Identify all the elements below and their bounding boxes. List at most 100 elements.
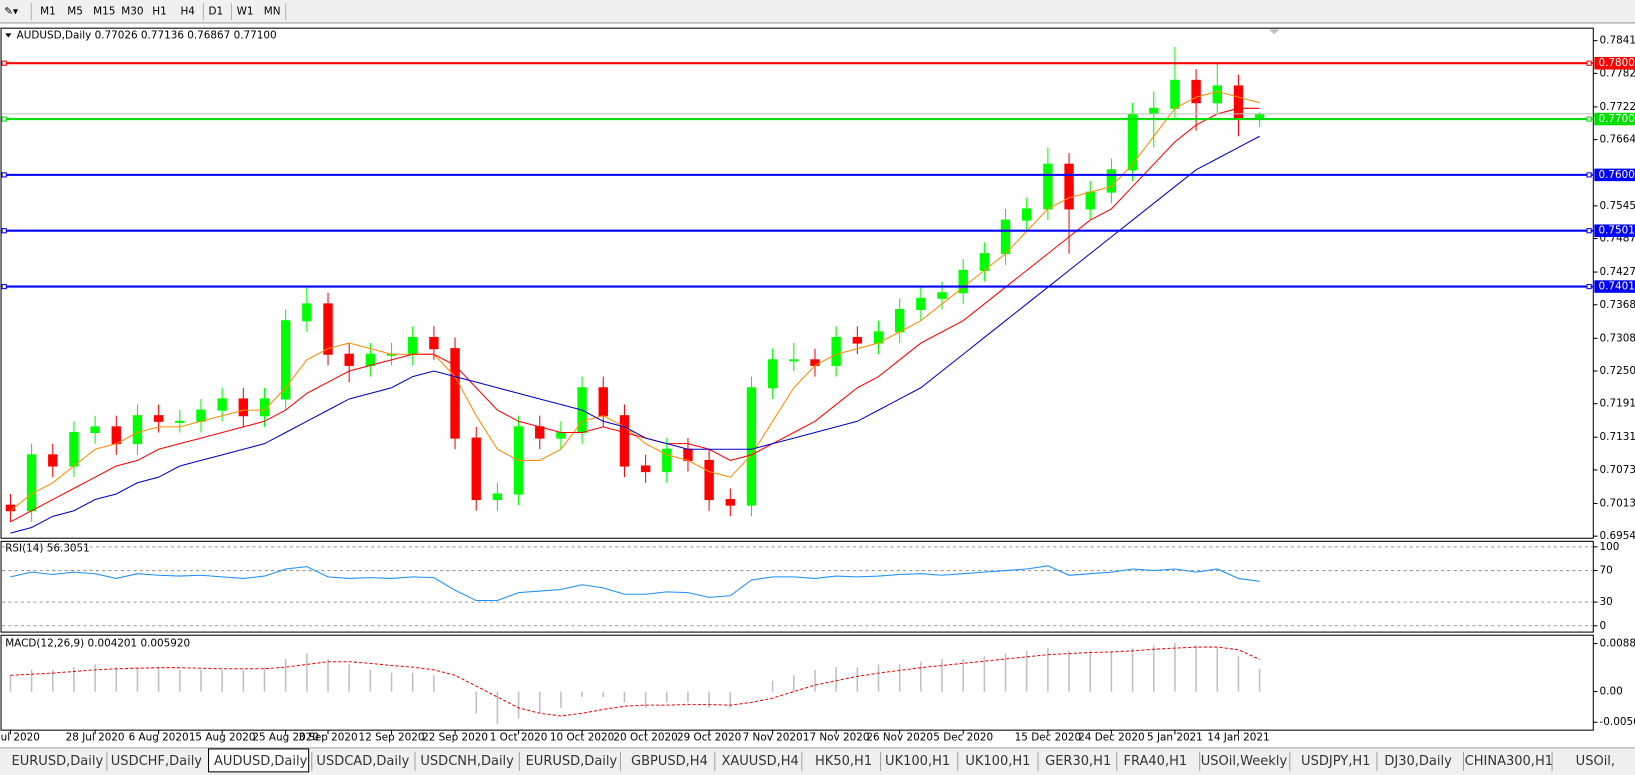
- tab[interactable]: USOil,: [1576, 754, 1615, 769]
- timeframe-button[interactable]: M1: [40, 5, 56, 17]
- timeframe-button[interactable]: H1: [152, 5, 166, 17]
- candle-body: [280, 320, 291, 400]
- candle-body: [598, 387, 608, 417]
- x-tick-label: 5 Jan 2021: [1147, 731, 1203, 743]
- level-anchor: [1586, 283, 1592, 290]
- candle-body: [640, 465, 651, 473]
- timeframe-button[interactable]: M30: [121, 5, 143, 17]
- candle-body: [619, 415, 630, 467]
- tab-label[interactable]: GBPUSD,H4: [631, 754, 708, 769]
- tab[interactable]: EURUSD,Daily: [526, 752, 621, 771]
- tab[interactable]: DJ30,Daily: [1384, 752, 1464, 771]
- tab-label[interactable]: EURUSD,Daily: [526, 754, 618, 769]
- level-anchor: [1, 283, 7, 290]
- tab[interactable]: USOil,Weekly: [1201, 752, 1291, 771]
- tab[interactable]: XAUUSD,H4: [721, 752, 803, 771]
- level-label-box: [1594, 168, 1635, 182]
- y-tick-label: 0.71315: [1600, 431, 1635, 443]
- tab-label[interactable]: GER30,H1: [1045, 754, 1111, 769]
- tab[interactable]: UK100,H1: [885, 752, 959, 771]
- timeframe-button[interactable]: D1: [209, 5, 224, 17]
- tab[interactable]: HK50,H1: [815, 752, 882, 771]
- y-tick-label: 0.76640: [1600, 134, 1635, 146]
- tab-label[interactable]: USOil,Weekly: [1201, 754, 1288, 769]
- tab[interactable]: USDCAD,Daily: [316, 752, 416, 771]
- level-label-box: [1594, 280, 1635, 293]
- tab[interactable]: UK100,H1: [965, 752, 1039, 771]
- timeframe-button[interactable]: H4: [180, 5, 195, 17]
- tab-label[interactable]: AUDUSD,Daily: [214, 754, 308, 769]
- candle-body: [217, 398, 227, 411]
- candle-body: [132, 415, 143, 445]
- tab[interactable]: GBPUSD,H4: [631, 752, 716, 771]
- candle-body: [111, 426, 121, 445]
- timeframe-button[interactable]: W1: [237, 5, 254, 17]
- tab[interactable]: AUDUSD,Daily: [208, 748, 313, 773]
- level-label: 0.76009: [1599, 169, 1635, 181]
- level-anchor: [1, 172, 7, 178]
- tab-label[interactable]: UK100,H1: [965, 754, 1030, 769]
- rsi-panel: [0, 540, 1594, 633]
- y-tick-label: 0.78410: [1600, 35, 1635, 47]
- tab-label[interactable]: HK50,H1: [815, 754, 872, 769]
- tab-label[interactable]: USDCAD,Daily: [316, 754, 409, 769]
- tab-label[interactable]: EURUSD,Daily: [12, 754, 104, 769]
- candle-body: [1022, 208, 1032, 221]
- tab-label[interactable]: CHINA300,H1: [1465, 754, 1553, 769]
- candle-body: [937, 292, 947, 299]
- tab-label[interactable]: UK100,H1: [885, 754, 950, 769]
- tab-label[interactable]: USDCNH,Daily: [420, 754, 514, 769]
- candle-body: [683, 448, 693, 461]
- x-tick-label: 10 Oct 2020: [550, 731, 614, 743]
- timeframe-button[interactable]: MN: [264, 5, 281, 17]
- candle-body: [90, 426, 100, 433]
- tab[interactable]: USDCHF,Daily: [111, 752, 210, 771]
- tab[interactable]: GER30,H1: [1045, 752, 1118, 771]
- tab-label[interactable]: DJ30,Daily: [1384, 754, 1452, 769]
- candle-body: [344, 353, 354, 366]
- timeframe-button[interactable]: M5: [67, 5, 83, 17]
- candle-body: [725, 499, 735, 506]
- candle-body: [471, 437, 481, 501]
- candle-body: [831, 336, 841, 366]
- level-anchor: [1586, 116, 1592, 122]
- candle-body: [1127, 113, 1138, 171]
- tab-label[interactable]: USDCHF,Daily: [111, 754, 203, 769]
- candle-body: [1106, 169, 1117, 193]
- tab[interactable]: CHINA300,H1: [1465, 752, 1553, 771]
- rsi-line: [10, 565, 1260, 602]
- tab[interactable]: USDJPY,H1: [1301, 752, 1378, 771]
- candle-body: [704, 459, 714, 501]
- level-anchor: [1, 228, 7, 234]
- x-tick-label: 22 Sep 2020: [422, 731, 488, 743]
- level-label: 0.78007: [1599, 57, 1635, 69]
- y-tick-label: 0.00884: [1600, 638, 1635, 650]
- candle-body: [535, 426, 545, 439]
- tab-label[interactable]: XAUUSD,H4: [721, 754, 798, 769]
- x-tick-label: 24 Dec 2020: [1078, 731, 1144, 743]
- candle-body: [429, 336, 439, 350]
- y-tick-label: 0: [1600, 620, 1607, 632]
- x-tick-label: 7 Nov 2020: [743, 731, 803, 743]
- candle-body: [1085, 191, 1095, 210]
- timeframe-button[interactable]: M15: [93, 5, 115, 17]
- y-tick-label: 0.77225: [1600, 101, 1635, 113]
- active-tab-bg: [208, 748, 310, 773]
- tab[interactable]: EURUSD,Daily: [12, 752, 108, 771]
- level-anchor: [1586, 228, 1592, 234]
- tab-label[interactable]: USDJPY,H1: [1301, 754, 1370, 769]
- title-arrow: [5, 33, 12, 38]
- toolbar-icon[interactable]: ✎▾: [4, 5, 19, 17]
- candle-body: [48, 454, 58, 467]
- x-tick-label: 6 Aug 2020: [129, 731, 189, 743]
- tab-label[interactable]: FRA40,H1: [1124, 754, 1188, 769]
- tab[interactable]: USDCNH,Daily: [420, 752, 520, 771]
- x-tick-label: 15 Dec 2020: [1015, 731, 1081, 743]
- y-tick-label: 70: [1600, 565, 1613, 577]
- tab-label[interactable]: USOil,: [1576, 754, 1615, 769]
- y-tick-label: 0.71915: [1600, 398, 1635, 410]
- candle-body: [1233, 85, 1244, 121]
- y-tick-label: 0.69545: [1600, 530, 1635, 542]
- tab[interactable]: FRA40,H1: [1124, 752, 1201, 771]
